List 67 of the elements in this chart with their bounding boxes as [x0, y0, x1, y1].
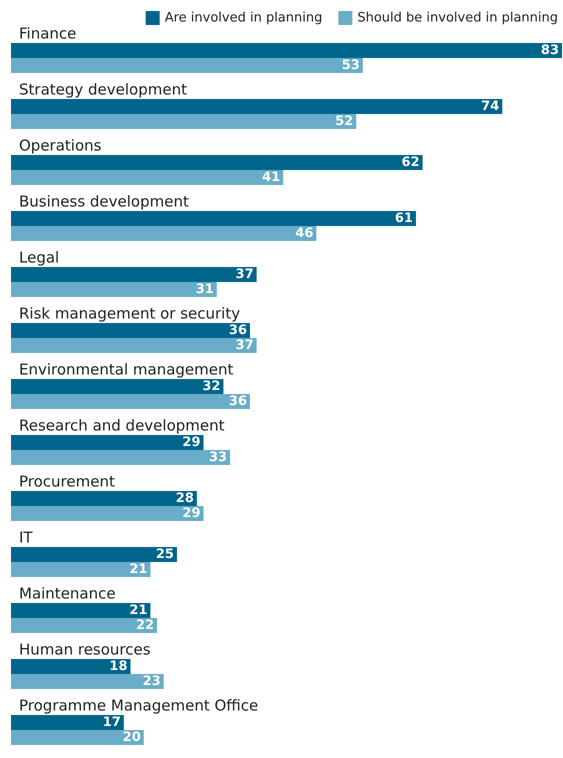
- data-label: 29: [182, 435, 201, 450]
- data-label: 18: [109, 659, 128, 674]
- bar: [11, 58, 363, 73]
- bar: [11, 394, 250, 409]
- bar: [11, 226, 316, 241]
- y-tick-label: Operations: [19, 136, 102, 154]
- bar: [11, 603, 150, 618]
- bar: [11, 211, 416, 226]
- bar: [11, 99, 502, 114]
- data-label: 46: [295, 226, 314, 241]
- data-label: 28: [176, 491, 194, 506]
- data-label: 22: [136, 618, 154, 633]
- data-label: 36: [228, 394, 247, 409]
- bar: [11, 562, 150, 577]
- bar: [11, 618, 158, 633]
- data-label: 61: [394, 211, 413, 226]
- data-label: 31: [196, 282, 214, 297]
- bar: [11, 267, 257, 282]
- y-tick-label: Legal: [19, 248, 60, 266]
- y-tick-label: Human resources: [19, 640, 151, 658]
- bar: [11, 659, 130, 674]
- bar: [11, 730, 144, 745]
- data-label: 52: [335, 114, 354, 129]
- bar: [11, 450, 230, 465]
- bar: [11, 338, 257, 353]
- y-tick-label: Finance: [19, 24, 76, 42]
- data-label: 21: [129, 562, 148, 577]
- data-label: 37: [236, 267, 254, 282]
- data-label: 25: [156, 547, 174, 562]
- y-tick-label: Research and development: [19, 416, 225, 434]
- data-label: 17: [102, 715, 121, 730]
- bar: [11, 155, 423, 170]
- y-tick-label: IT: [19, 528, 34, 546]
- data-label: 41: [262, 170, 280, 185]
- y-tick-label: Strategy development: [19, 80, 188, 98]
- data-label: 29: [182, 506, 201, 521]
- bar: [11, 435, 204, 450]
- data-label: 21: [129, 603, 148, 618]
- bar: [11, 43, 562, 58]
- bar: [11, 379, 224, 394]
- bar: [11, 506, 204, 521]
- bar: [11, 491, 197, 506]
- y-tick-label: Business development: [19, 192, 189, 210]
- y-tick-label: Procurement: [19, 472, 115, 490]
- data-label: 53: [342, 58, 360, 73]
- y-tick-label: Environmental management: [19, 360, 234, 378]
- bar: [11, 547, 177, 562]
- data-label: 32: [202, 379, 220, 394]
- data-label: 33: [208, 450, 228, 465]
- y-tick-label: Programme Management Office: [19, 696, 258, 714]
- data-label: 83: [540, 43, 559, 58]
- y-tick-label: Maintenance: [19, 584, 116, 602]
- data-label: 23: [142, 674, 161, 689]
- data-label: 36: [228, 323, 247, 338]
- bar: [11, 282, 217, 297]
- bar: [11, 674, 164, 689]
- data-label: 62: [401, 155, 420, 170]
- data-label: 74: [481, 99, 500, 114]
- legend-label: Should be involved in planning: [357, 10, 558, 26]
- y-tick-label: Risk management or security: [19, 304, 240, 322]
- data-label: 20: [122, 730, 141, 745]
- bar: [11, 715, 124, 730]
- bar: [11, 170, 284, 185]
- bar: [11, 114, 356, 129]
- legend-label: Are involved in planning: [164, 10, 322, 26]
- data-label: 37: [236, 338, 254, 353]
- bar: [11, 323, 250, 338]
